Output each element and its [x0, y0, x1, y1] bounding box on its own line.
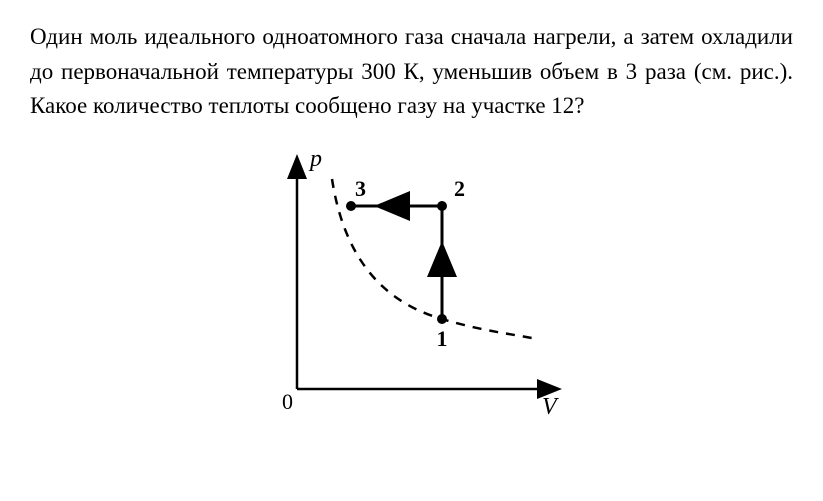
y-axis-label: p [308, 146, 322, 172]
point-3-label: 3 [355, 176, 366, 201]
x-axis-label: V [542, 394, 559, 420]
isotherm-curve [332, 179, 537, 339]
point-2-label: 2 [454, 176, 465, 201]
figure-container: 1 2 3 p V 0 [30, 144, 793, 429]
pv-diagram: 1 2 3 p V 0 [242, 144, 582, 429]
point-3 [346, 201, 356, 211]
problem-text: Один моль идеального одноатомного газа с… [30, 20, 793, 124]
point-1 [437, 314, 447, 324]
origin-label: 0 [282, 389, 293, 414]
point-1-label: 1 [436, 326, 447, 351]
point-2 [437, 201, 447, 211]
